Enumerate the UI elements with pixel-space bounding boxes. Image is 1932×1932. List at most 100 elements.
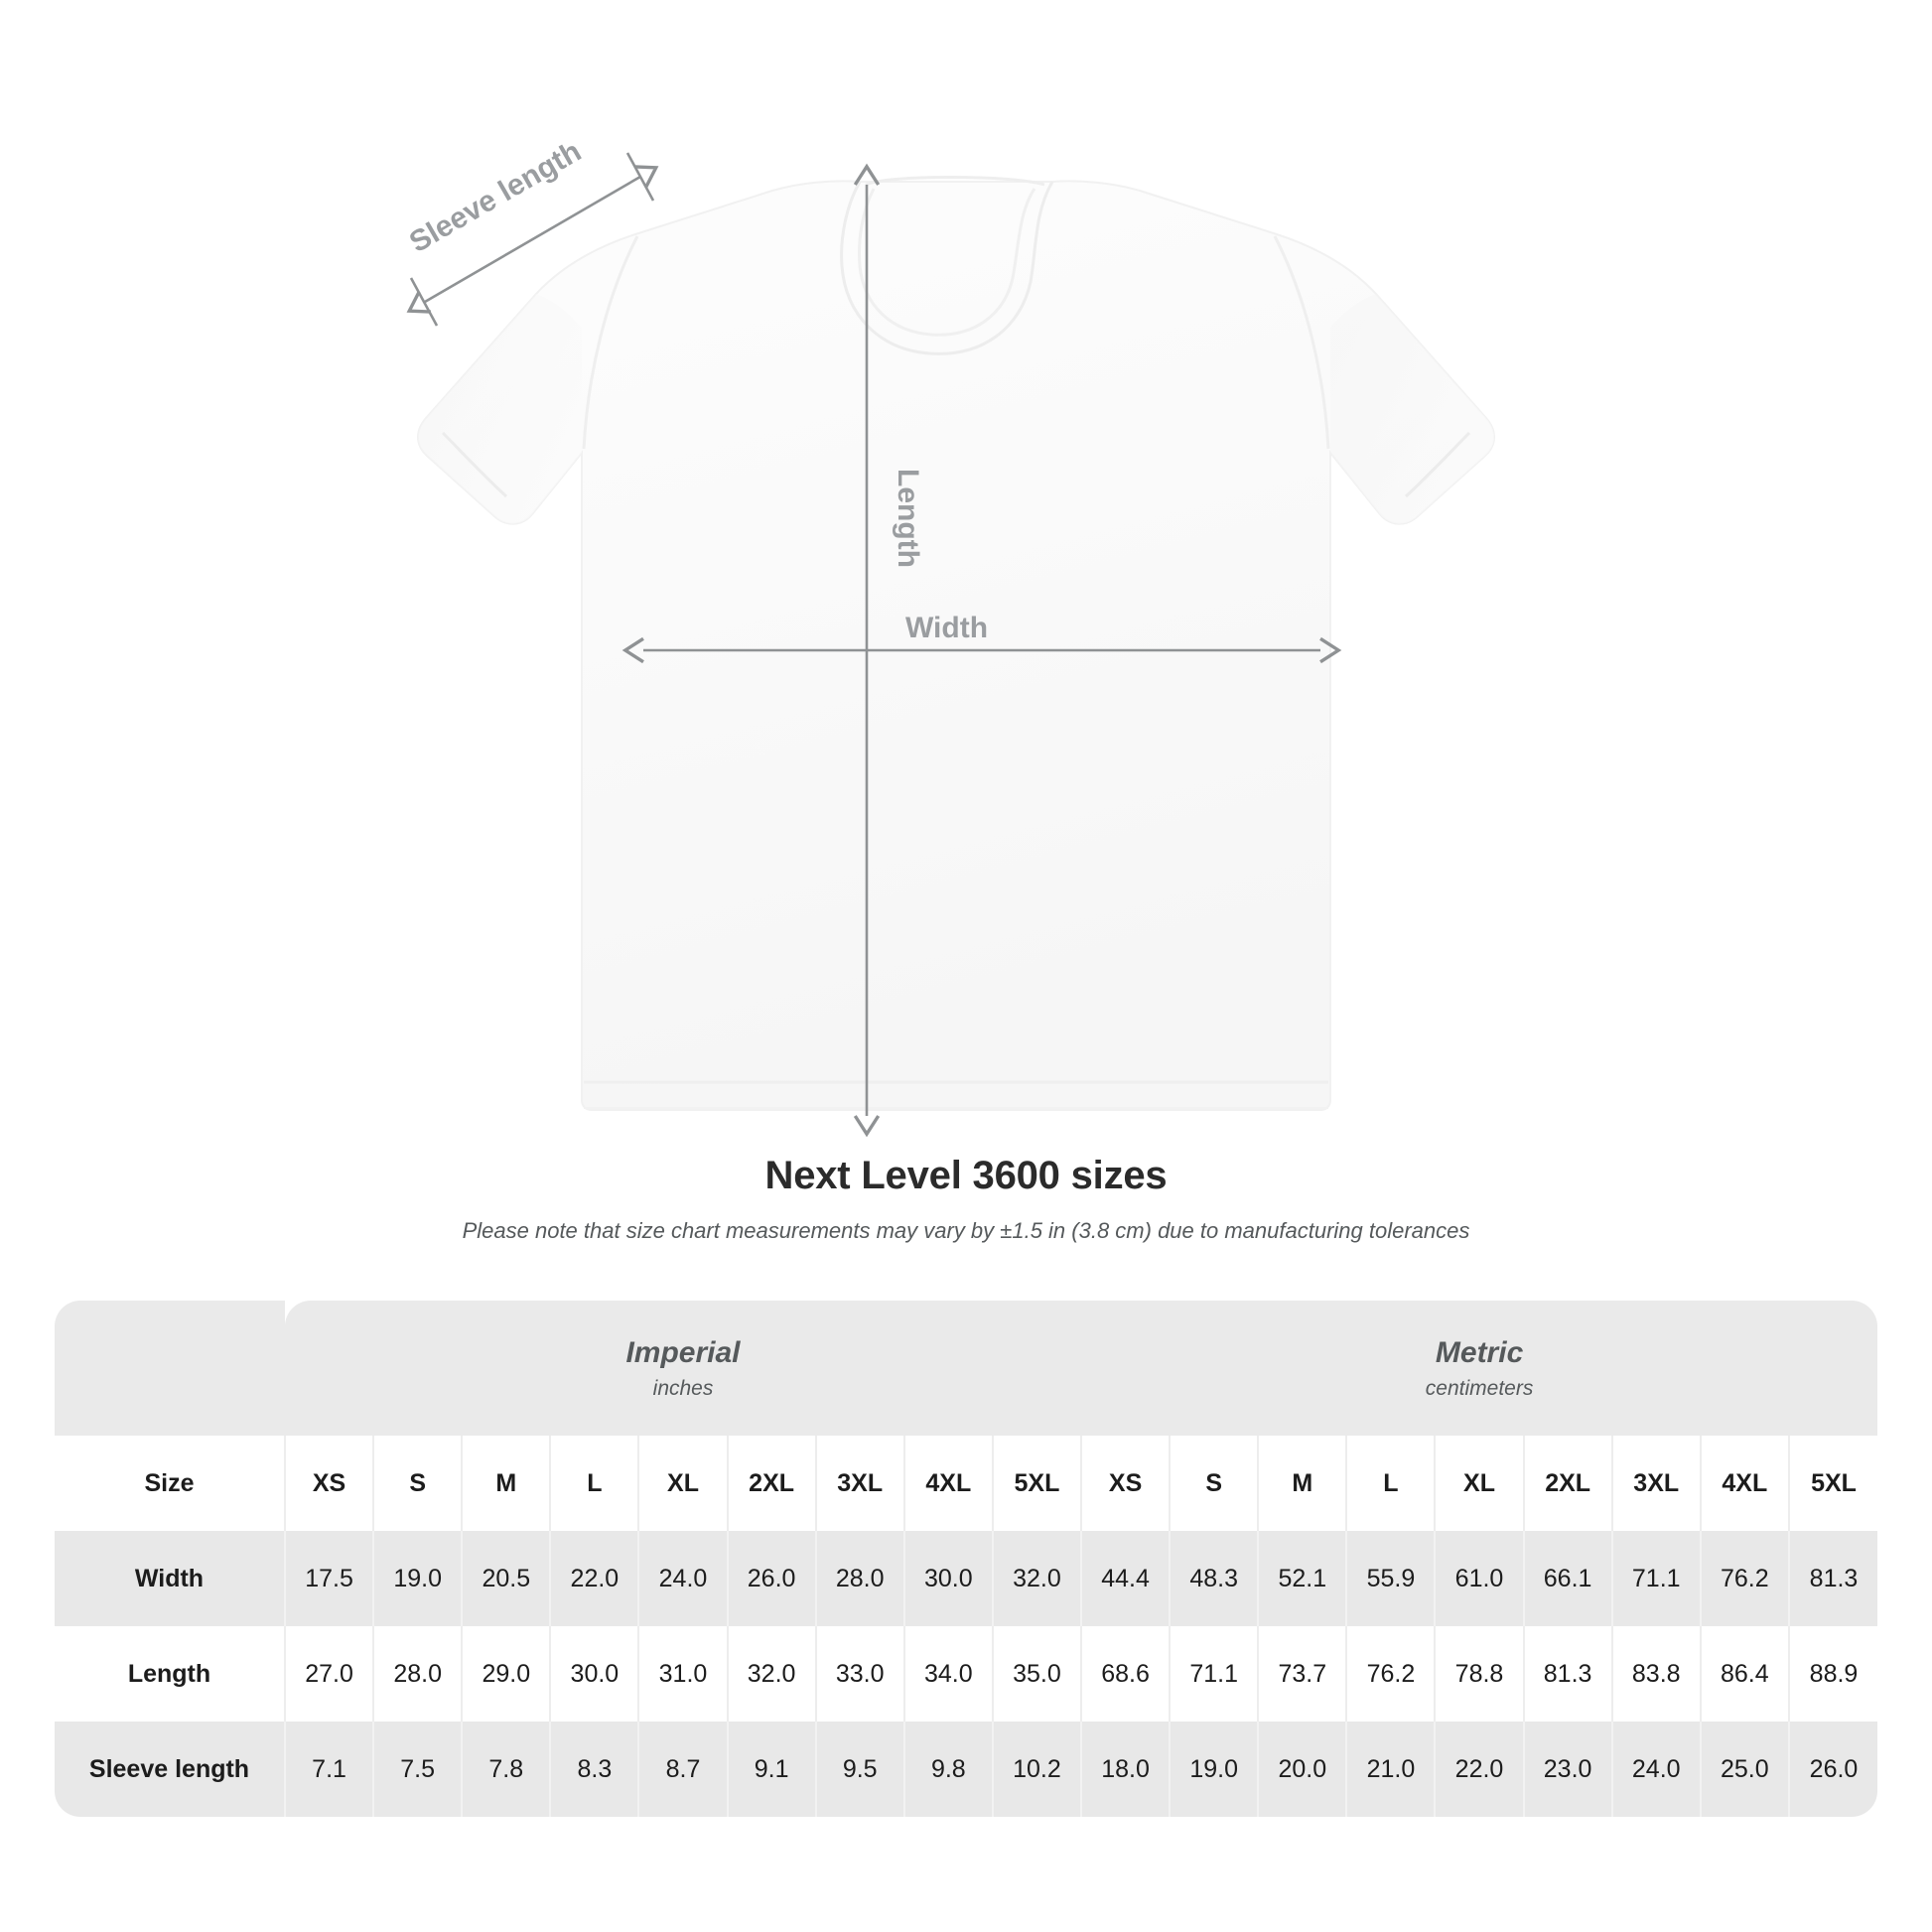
cell-width-m-imperial: 20.5 — [461, 1531, 551, 1626]
cell-length-5xl-imperial: 35.0 — [991, 1626, 1082, 1722]
cell-length-4xl-metric: 86.4 — [1699, 1626, 1789, 1722]
cell-sleeve-length-m-metric: 20.0 — [1257, 1722, 1347, 1817]
cell-sleeve-length-s-metric: 19.0 — [1169, 1722, 1259, 1817]
page-subtitle: Please note that size chart measurements… — [462, 1218, 1470, 1243]
cell-length-4xl-imperial: 34.0 — [902, 1626, 993, 1722]
tshirt-body-shape — [417, 180, 1495, 1111]
cell-width-5xl-metric: 81.3 — [1787, 1531, 1878, 1626]
cell-sleeve-length-3xl-metric: 24.0 — [1610, 1722, 1701, 1817]
size-header-cell-4xl-imperial: 4XL — [902, 1436, 993, 1531]
unit-group-name: Imperial — [625, 1335, 741, 1369]
cell-sleeve-length-2xl-metric: 23.0 — [1522, 1722, 1612, 1817]
size-header-cell-xs-imperial: XS — [283, 1436, 374, 1531]
cell-sleeve-length-xl-imperial: 8.7 — [637, 1722, 728, 1817]
cell-width-s-metric: 48.3 — [1169, 1531, 1259, 1626]
unit-header-row: Imperial inches Metric centimeters — [55, 1301, 1878, 1436]
cell-width-4xl-imperial: 30.0 — [902, 1531, 993, 1626]
cell-width-m-metric: 52.1 — [1257, 1531, 1347, 1626]
cell-width-s-imperial: 19.0 — [372, 1531, 463, 1626]
cell-sleeve-length-xl-metric: 22.0 — [1434, 1722, 1524, 1817]
cell-width-xl-imperial: 24.0 — [637, 1531, 728, 1626]
cell-length-5xl-metric: 88.9 — [1787, 1626, 1878, 1722]
cell-length-xs-metric: 68.6 — [1080, 1626, 1171, 1722]
table-row: Width 17.5 19.0 20.5 22.0 24.0 26.0 28.0 30.0 32.… — [55, 1531, 1878, 1626]
size-header-cell-xl-imperial: XL — [637, 1436, 728, 1531]
cell-length-s-metric: 71.1 — [1169, 1626, 1259, 1722]
size-header-cell-s-metric: S — [1169, 1436, 1259, 1531]
cell-sleeve-length-3xl-imperial: 9.5 — [814, 1722, 904, 1817]
right-shoulder-seam — [1273, 235, 1330, 450]
size-header-cell-4xl-metric: 4XL — [1699, 1436, 1789, 1531]
table-row: Length 27.0 28.0 29.0 30.0 31.0 32.0 33.0 34.0 35… — [55, 1626, 1878, 1722]
cell-length-s-imperial: 28.0 — [372, 1626, 463, 1722]
cell-length-xl-metric: 78.8 — [1434, 1626, 1524, 1722]
cell-length-3xl-imperial: 33.0 — [814, 1626, 904, 1722]
row-label-sleeve-length: Sleeve length — [55, 1722, 285, 1817]
cell-width-4xl-metric: 76.2 — [1699, 1531, 1789, 1626]
size-header-cell-m-metric: M — [1257, 1436, 1347, 1531]
size-header-cell-3xl-metric: 3XL — [1610, 1436, 1701, 1531]
unit-header-spacer — [55, 1301, 285, 1436]
size-header-cell-xs-metric: XS — [1080, 1436, 1171, 1531]
cell-length-m-metric: 73.7 — [1257, 1626, 1347, 1722]
table-row: Sleeve length 7.1 7.5 7.8 8.3 8.7 9.1 9.5 9.8 10.… — [55, 1722, 1878, 1817]
cell-sleeve-length-2xl-imperial: 9.1 — [726, 1722, 816, 1817]
size-header-cell-s-imperial: S — [372, 1436, 463, 1531]
size-header-cell-2xl-metric: 2XL — [1522, 1436, 1612, 1531]
cell-length-l-imperial: 30.0 — [549, 1626, 639, 1722]
page-title: Next Level 3600 sizes — [764, 1154, 1168, 1197]
cell-width-5xl-imperial: 32.0 — [991, 1531, 1082, 1626]
size-header-cell-3xl-imperial: 3XL — [814, 1436, 904, 1531]
cell-width-3xl-imperial: 28.0 — [814, 1531, 904, 1626]
cell-length-2xl-metric: 81.3 — [1522, 1626, 1612, 1722]
width-label: Width — [905, 612, 988, 644]
cell-width-xs-metric: 44.4 — [1080, 1531, 1171, 1626]
title-block: Next Level 3600 sizes Please note that s… — [0, 1152, 1932, 1246]
right-sleeve-hem — [1404, 431, 1471, 498]
cell-length-l-metric: 76.2 — [1345, 1626, 1436, 1722]
size-header-row: Size XS S M L XL 2XL 3XL 4XL 5XL XS S M L XL 2XL 3XL 4XL 5… — [55, 1436, 1878, 1531]
right-sleeve-shade — [1330, 294, 1494, 524]
cell-sleeve-length-l-imperial: 8.3 — [549, 1722, 639, 1817]
unit-group-subtitle: centimeters — [1425, 1377, 1534, 1401]
cell-width-2xl-metric: 66.1 — [1522, 1531, 1612, 1626]
size-header-cell-xl-metric: XL — [1434, 1436, 1524, 1531]
cell-sleeve-length-4xl-imperial: 9.8 — [902, 1722, 993, 1817]
unit-group-subtitle: inches — [652, 1377, 714, 1401]
cell-sleeve-length-m-imperial: 7.8 — [461, 1722, 551, 1817]
cell-length-xl-imperial: 31.0 — [637, 1626, 728, 1722]
size-header-label: Size — [55, 1436, 285, 1531]
cell-sleeve-length-xs-metric: 18.0 — [1080, 1722, 1171, 1817]
length-label: Length — [892, 469, 924, 568]
row-label-length: Length — [55, 1626, 285, 1722]
tshirt-diagram: Sleeve length Length Width — [404, 135, 1495, 1138]
unit-group-imperial: Imperial inches — [285, 1301, 1082, 1436]
cell-width-3xl-metric: 71.1 — [1610, 1531, 1701, 1626]
size-header-cell-l-metric: L — [1345, 1436, 1436, 1531]
sleeve-length-arrow — [406, 165, 659, 314]
size-chart-table-wrapper: Imperial inches Metric centimeters Size XS S M L… — [55, 1301, 1878, 1817]
cell-width-l-metric: 55.9 — [1345, 1531, 1436, 1626]
cell-width-xl-metric: 61.0 — [1434, 1531, 1524, 1626]
cell-sleeve-length-xs-imperial: 7.1 — [283, 1722, 374, 1817]
size-header-cell-5xl-metric: 5XL — [1787, 1436, 1878, 1531]
left-sleeve-hem — [441, 431, 508, 498]
collar-outer — [840, 181, 1054, 355]
unit-group-name: Metric — [1435, 1335, 1524, 1369]
cell-sleeve-length-s-imperial: 7.5 — [372, 1722, 463, 1817]
cell-sleeve-length-5xl-metric: 26.0 — [1787, 1722, 1878, 1817]
sleeve-length-label: Sleeve length — [404, 135, 587, 259]
size-header-cell-m-imperial: M — [461, 1436, 551, 1531]
cell-length-m-imperial: 29.0 — [461, 1626, 551, 1722]
size-header-cell-2xl-imperial: 2XL — [726, 1436, 816, 1531]
sleeve-length-tick-end — [625, 152, 655, 202]
size-header-cell-5xl-imperial: 5XL — [991, 1436, 1082, 1531]
cell-sleeve-length-l-metric: 21.0 — [1345, 1722, 1436, 1817]
cell-width-l-imperial: 22.0 — [549, 1531, 639, 1626]
cell-length-2xl-imperial: 32.0 — [726, 1626, 816, 1722]
cell-width-2xl-imperial: 26.0 — [726, 1531, 816, 1626]
cell-width-xs-imperial: 17.5 — [283, 1531, 374, 1626]
cell-length-3xl-metric: 83.8 — [1610, 1626, 1701, 1722]
left-sleeve-shade — [418, 294, 582, 524]
size-chart-table: Imperial inches Metric centimeters Size XS S M L… — [55, 1301, 1878, 1817]
